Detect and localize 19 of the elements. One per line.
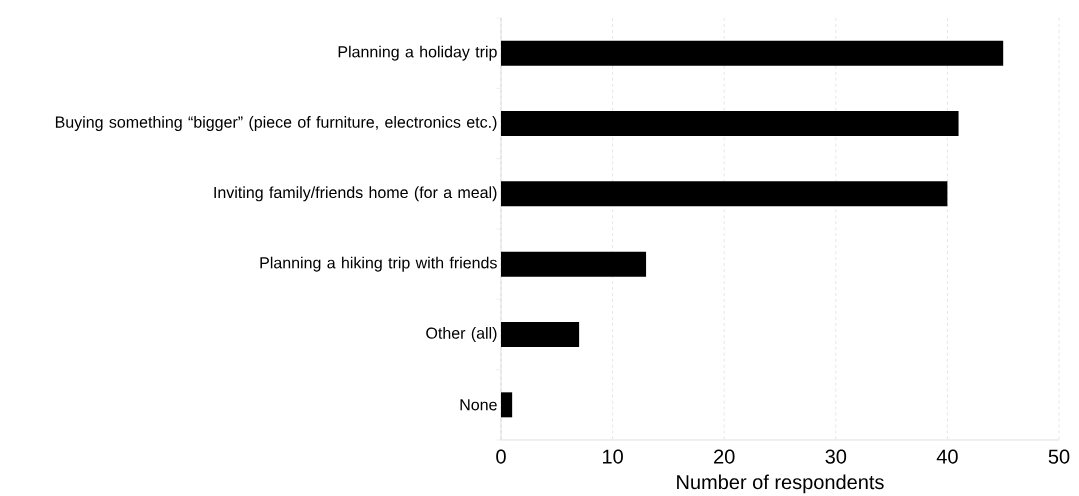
x-tick-label: 50 — [1048, 449, 1070, 464]
x-tick-label: 20 — [714, 449, 735, 464]
x-tick-label: 0 — [496, 449, 506, 464]
x-axis-title: Number of respondents — [677, 474, 884, 493]
bar — [501, 392, 513, 418]
x-tick-label: 10 — [603, 449, 623, 464]
y-tick-label: Planning a holiday trip — [338, 45, 497, 61]
bar — [501, 321, 580, 347]
bar — [501, 181, 948, 207]
y-tick-label: Buying something “bigger” (piece of furniture, electronics etc.) — [55, 115, 497, 131]
bar — [501, 251, 647, 277]
y-tick-label: Other (all) — [426, 326, 497, 342]
bar — [501, 110, 959, 136]
y-tick-label: Planning a hiking trip with friends — [260, 256, 497, 272]
x-tick-label: 40 — [936, 449, 958, 464]
x-tick-label: 30 — [825, 449, 847, 464]
y-tick-label: None — [460, 399, 497, 411]
y-tick-label: Inviting family/friends home (for a meal) — [214, 186, 497, 202]
bar — [501, 40, 1004, 66]
